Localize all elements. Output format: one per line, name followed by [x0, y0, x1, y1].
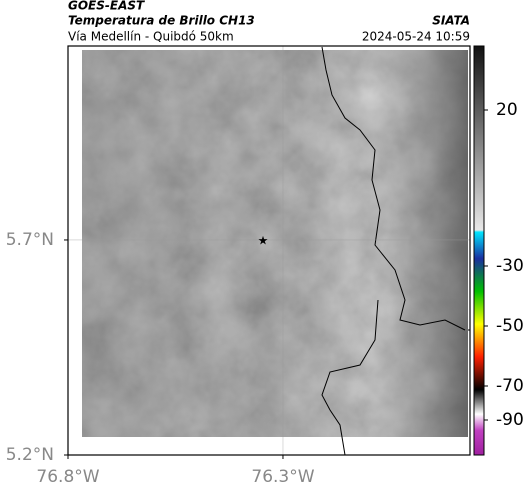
product: Temperatura de Brillo CH13 — [68, 14, 255, 28]
colorbar — [473, 45, 485, 456]
region: Vía Medellín - Quibdó 50km — [68, 30, 234, 44]
source: SIATA — [432, 14, 470, 28]
colorbar-tick-label: 20 — [496, 100, 518, 120]
datetime: 2024-05-24 10:59 — [362, 30, 470, 44]
colorbar-tick-label: -70 — [496, 376, 524, 396]
x-tick-label: 76.8°W — [36, 467, 99, 487]
satellite: GOES-EAST — [68, 0, 145, 13]
colorbar-tick-label: -90 — [496, 410, 524, 430]
city-marker: ★ — [258, 234, 269, 248]
y-tick-label: 5.7°N — [6, 230, 54, 250]
map-frame — [67, 45, 471, 456]
x-tick-label: 76.3°W — [251, 467, 314, 487]
y-tick-label: 5.2°N — [6, 445, 54, 465]
colorbar-tick-label: -30 — [496, 256, 524, 276]
satellite-image — [82, 50, 468, 437]
border — [321, 299, 379, 456]
colorbar-tick-label: -50 — [496, 316, 524, 336]
